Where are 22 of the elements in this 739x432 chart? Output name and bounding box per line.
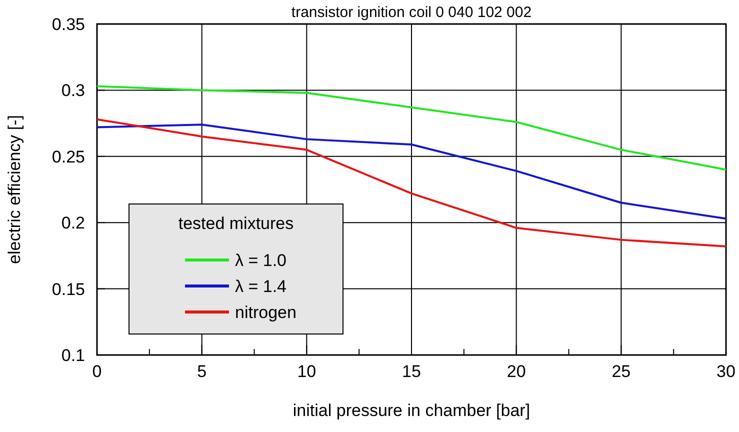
x-tick-label: 25 <box>612 362 631 381</box>
x-tick-label: 30 <box>716 362 736 381</box>
x-tick-label: 15 <box>402 362 421 381</box>
y-tick-label: 0.25 <box>52 147 85 166</box>
x-tick-label: 10 <box>297 362 316 381</box>
x-axis-title: initial pressure in chamber [bar] <box>292 401 530 420</box>
y-tick-label: 0.35 <box>52 15 85 34</box>
line-series <box>96 85 727 171</box>
chart-title: transistor ignition coil 0 040 102 002 <box>291 4 532 21</box>
y-tick-label: 0.15 <box>52 280 85 299</box>
line-series <box>96 118 727 248</box>
legend-label: λ = 1.0 <box>235 251 287 270</box>
y-tick-label: 0.2 <box>61 214 85 233</box>
x-tick-label: 0 <box>92 362 102 381</box>
x-tick-label: 20 <box>506 362 526 381</box>
legend-title: tested mixtures <box>178 214 294 233</box>
legend-label: nitrogen <box>235 303 296 322</box>
y-axis-title: electric efficiency [-] <box>5 115 24 264</box>
y-tick-label: 0.3 <box>61 81 85 100</box>
legend-label: λ = 1.4 <box>235 277 287 296</box>
y-tick-label: 0.1 <box>61 346 85 365</box>
x-tick-label: 5 <box>197 362 207 381</box>
